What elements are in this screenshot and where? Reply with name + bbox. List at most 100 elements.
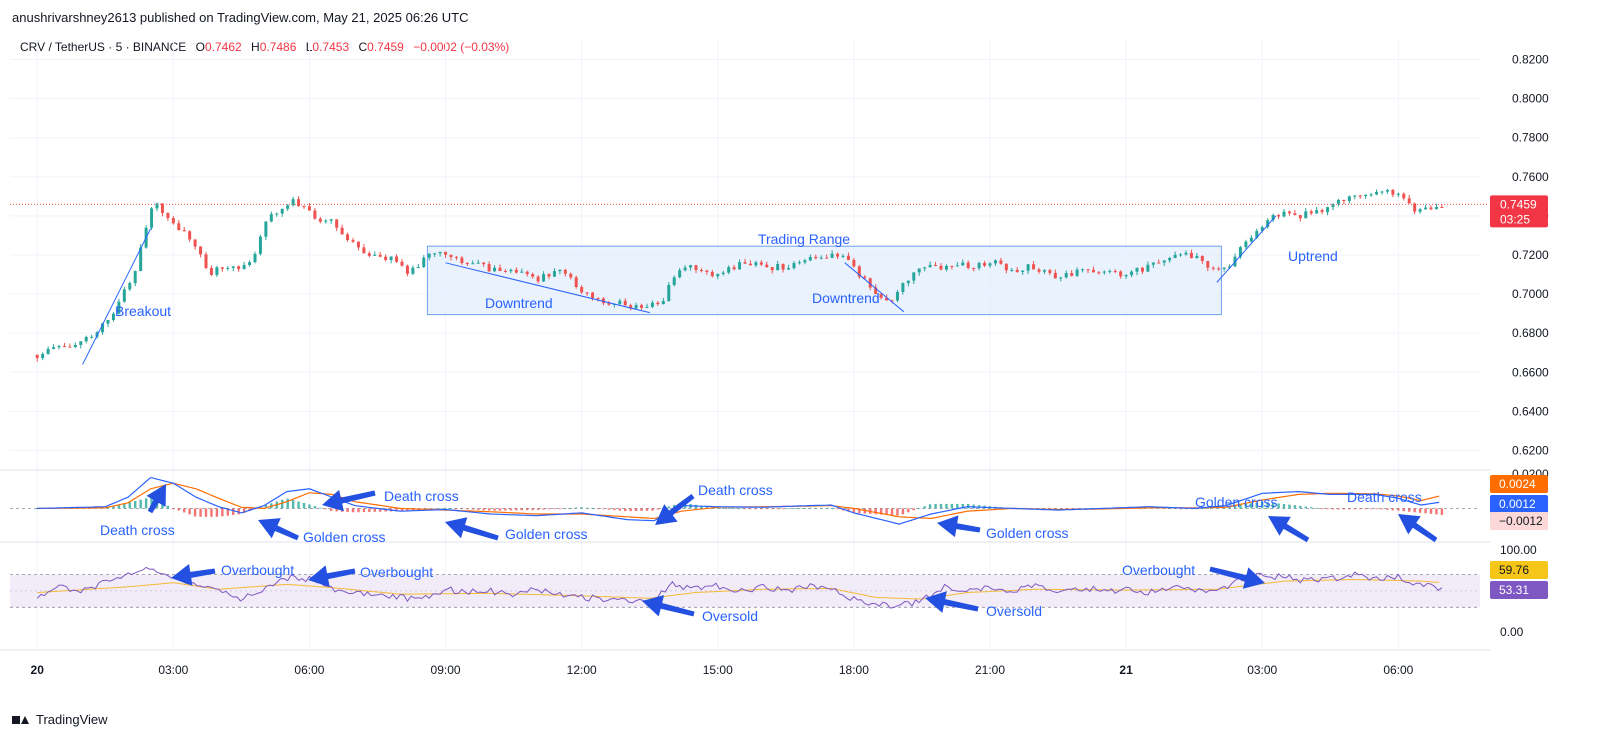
signal-last-tag bbox=[1490, 475, 1548, 493]
candle-body bbox=[1135, 267, 1139, 272]
macd-histogram-bar bbox=[1429, 508, 1433, 514]
candle-body bbox=[427, 253, 431, 258]
candle-body bbox=[944, 265, 948, 270]
price-tick-label: 0.6600 bbox=[1512, 365, 1549, 379]
macd-histogram-bar bbox=[656, 508, 660, 510]
macd-histogram-bar bbox=[1331, 508, 1335, 510]
macd-histogram-bar bbox=[1369, 508, 1373, 510]
candle-body bbox=[362, 247, 366, 254]
macd-histogram-bar bbox=[487, 508, 491, 511]
arrow-icon bbox=[322, 489, 376, 512]
candle-body bbox=[1260, 227, 1264, 231]
high-value: 0.7486 bbox=[259, 40, 297, 54]
candle-body bbox=[1353, 195, 1357, 197]
candle-body bbox=[1032, 264, 1036, 270]
candle-body bbox=[1162, 260, 1166, 263]
macd-histogram-bar bbox=[754, 508, 758, 510]
candle-body bbox=[188, 231, 192, 240]
candle-body bbox=[275, 213, 279, 215]
macd-histogram-bar bbox=[629, 508, 632, 512]
candle-body bbox=[1173, 254, 1177, 258]
macd-histogram-bar bbox=[460, 508, 464, 510]
candle-body bbox=[988, 263, 992, 266]
macd-histogram-bar bbox=[1386, 508, 1389, 510]
candle-body bbox=[1217, 268, 1221, 270]
candle-body bbox=[215, 267, 219, 275]
histogram-last-value: −0.0012 bbox=[1499, 514, 1543, 528]
candle-body bbox=[220, 267, 224, 269]
candle-body bbox=[395, 256, 399, 262]
candle-body bbox=[852, 259, 856, 267]
trading-range-box bbox=[426, 245, 1222, 316]
macd-histogram-bar bbox=[836, 508, 839, 510]
macd-histogram-bar bbox=[1054, 508, 1057, 510]
trading-range-label: Trading Range bbox=[758, 231, 850, 247]
candle-body bbox=[629, 305, 633, 309]
rsi-last-value: 53.31 bbox=[1499, 583, 1529, 597]
macd-histogram-bar bbox=[722, 507, 725, 509]
candle-body bbox=[1418, 209, 1422, 212]
macd-histogram-bar bbox=[406, 508, 409, 511]
macd-histogram-bar bbox=[1435, 508, 1438, 515]
macd-histogram-bar bbox=[1206, 508, 1209, 509]
candle-body bbox=[1380, 191, 1384, 193]
candle-body bbox=[1277, 215, 1281, 217]
macd-histogram-bar bbox=[956, 503, 959, 509]
macd-histogram-bar bbox=[1408, 508, 1411, 512]
candle-body bbox=[373, 254, 377, 256]
macd-histogram-bar bbox=[749, 508, 752, 510]
candle-body bbox=[1119, 271, 1123, 277]
macd-histogram-bar bbox=[787, 508, 790, 510]
price-tick-label: 0.6800 bbox=[1512, 326, 1549, 340]
macd-histogram-bar bbox=[1359, 508, 1362, 510]
candle-body bbox=[476, 262, 480, 264]
macd-histogram-bar bbox=[515, 508, 518, 511]
candle-body bbox=[193, 239, 197, 247]
death-cross-label-2: Death cross bbox=[384, 488, 459, 504]
candle-body bbox=[1102, 271, 1106, 273]
macd-histogram-bar bbox=[144, 498, 148, 509]
candle-body bbox=[1238, 247, 1242, 257]
macd-histogram-bar bbox=[776, 508, 779, 510]
macd-histogram-bar bbox=[547, 508, 551, 510]
signal-last-value: 0.0024 bbox=[1499, 477, 1536, 491]
death-cross-label-3: Death cross bbox=[698, 482, 773, 498]
macd-histogram-bar bbox=[1440, 508, 1444, 515]
macd-histogram-bar bbox=[1250, 503, 1253, 509]
candle-body bbox=[792, 263, 796, 269]
chart-canvas[interactable]: 0.82000.80000.78000.76000.74000.72000.70… bbox=[0, 0, 1600, 700]
candle-body bbox=[90, 336, 94, 338]
time-tick-label: 09:00 bbox=[431, 663, 461, 677]
candle-body bbox=[204, 254, 208, 268]
candle-body bbox=[351, 240, 355, 242]
macd-histogram-bar bbox=[716, 507, 719, 509]
candle-body bbox=[128, 283, 132, 290]
macd-histogram-bar bbox=[504, 508, 507, 511]
candle-body bbox=[1015, 269, 1019, 273]
macd-histogram-bar bbox=[575, 507, 578, 509]
candle-body bbox=[547, 274, 551, 277]
candle-body bbox=[405, 265, 409, 274]
macd-histogram-bar bbox=[542, 508, 545, 510]
candle-body bbox=[1434, 207, 1438, 210]
macd-histogram-bar bbox=[640, 508, 643, 511]
candle-body bbox=[444, 251, 448, 255]
macd-histogram-bar bbox=[879, 508, 883, 515]
candle-body bbox=[264, 221, 268, 237]
macd-histogram-bar bbox=[297, 501, 300, 509]
rsi-ma-last-tag bbox=[1490, 561, 1548, 579]
candle-body bbox=[885, 297, 889, 301]
candle-body bbox=[1244, 241, 1248, 248]
macd-histogram-bar bbox=[112, 505, 115, 509]
macd-histogram-bar bbox=[732, 508, 736, 510]
candle-body bbox=[1026, 264, 1030, 271]
symbol-title[interactable]: CRV / TetherUS · 5 · BINANCE bbox=[20, 40, 187, 54]
macd-histogram-bar bbox=[232, 508, 235, 516]
candle-body bbox=[836, 253, 840, 257]
candle-body bbox=[449, 254, 453, 258]
candle-body bbox=[525, 271, 529, 275]
candle-body bbox=[1228, 266, 1232, 268]
candle-body bbox=[1249, 237, 1253, 242]
candle-body bbox=[62, 346, 66, 348]
macd-histogram-bar bbox=[193, 508, 197, 517]
